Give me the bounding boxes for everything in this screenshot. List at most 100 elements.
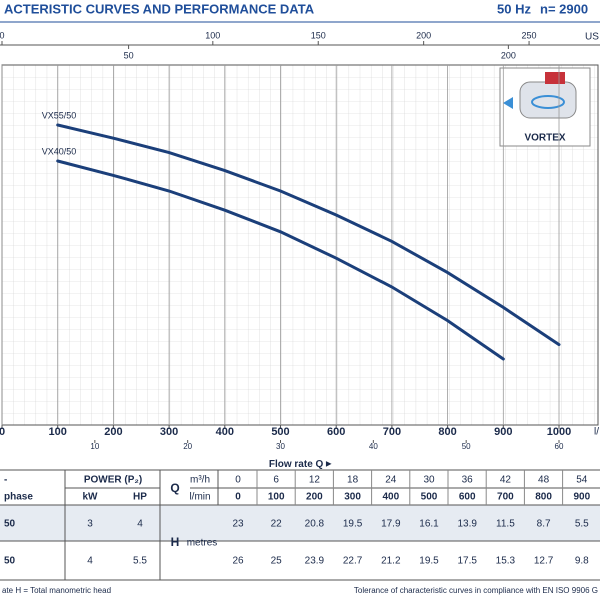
curve [56, 123, 561, 347]
icon-label: VORTEX [524, 133, 565, 144]
frequency: 50 Hz [497, 1, 531, 16]
x2-tick-label: 60 [555, 442, 564, 451]
model: 50 [4, 519, 16, 530]
top-tick-label: 150 [311, 30, 326, 40]
q-m3h: 6 [273, 475, 279, 486]
top-tick-label: 0 [0, 30, 5, 40]
q-lmin: 800 [535, 492, 552, 503]
hp-label: HP [133, 492, 147, 503]
x-tick-label: 0 [0, 426, 5, 438]
x-tick-label: 400 [216, 426, 234, 438]
icon-impeller [545, 72, 565, 84]
top-tick-label: 250 [522, 30, 537, 40]
q-lmin: 700 [497, 492, 514, 503]
top-tick-label: 200 [501, 50, 516, 60]
table: - phase POWER (P₂) kW HP Q m³/h l/min H … [0, 469, 600, 595]
footer-left: ate H = Total manometric head [2, 586, 111, 595]
q-m3h: 18 [347, 475, 359, 486]
x-tick-label: 1000 [547, 426, 571, 438]
top-tick-label: 50 [124, 50, 134, 60]
hp: 4 [137, 519, 143, 530]
q-lmin: 300 [344, 492, 361, 503]
head: 15.3 [496, 556, 516, 567]
head: 17.5 [457, 556, 477, 567]
q-m3h: 42 [500, 475, 512, 486]
x2-tick-label: 20 [183, 442, 192, 451]
x-tick-label: 600 [327, 426, 345, 438]
top-tick-label: 100 [205, 30, 220, 40]
q-m3h: 54 [576, 475, 588, 486]
q-label: Q [170, 481, 179, 495]
x-tick-label: 300 [160, 426, 178, 438]
h-label: H [171, 535, 180, 549]
top-tick-label: 200 [416, 30, 431, 40]
head: 5.5 [575, 519, 589, 530]
plot-area [1, 64, 599, 426]
x-tick-label: 100 [49, 426, 67, 438]
h-unit: metres [187, 538, 218, 549]
head: 26 [232, 556, 244, 567]
x-axis-title-text: Flow rate Q [269, 459, 324, 470]
model: 50 [4, 556, 16, 567]
head: 21.2 [381, 556, 401, 567]
q-m3h: 36 [462, 475, 474, 486]
kw-label: kW [83, 492, 99, 503]
x-tick-label: 900 [494, 426, 512, 438]
kw: 4 [87, 556, 93, 567]
top-axis-unit: US g [585, 32, 600, 43]
q-lmin: 200 [306, 492, 323, 503]
head: 13.9 [457, 519, 477, 530]
icon-arrow [503, 97, 513, 109]
table-corner: - [4, 475, 7, 486]
head: 19.5 [419, 556, 439, 567]
head: 20.8 [305, 519, 325, 530]
head: 11.5 [496, 519, 515, 530]
icon-body [519, 81, 577, 119]
head: 23 [232, 519, 244, 530]
head: 22.7 [343, 556, 363, 567]
power-label: POWER (P₂) [84, 475, 142, 486]
head: 9.8 [575, 556, 589, 567]
x-axis-unit: l/ [594, 427, 599, 438]
x-axis-title: Flow rate Q ▸ [269, 459, 332, 470]
head: 8.7 [537, 519, 551, 530]
x-tick-label: 700 [383, 426, 401, 438]
x-tick-label: 500 [271, 426, 289, 438]
q-lmin: 100 [268, 492, 285, 503]
q-m3h: 24 [385, 475, 397, 486]
head: 17.9 [381, 519, 401, 530]
q-lmin: 500 [421, 492, 438, 503]
q-lmin: 600 [459, 492, 476, 503]
head: 23.9 [305, 556, 325, 567]
speed: n= 2900 [540, 1, 588, 16]
q-unit: m³/h [190, 475, 210, 486]
x-tick-label: 200 [104, 426, 122, 438]
chart-title: ACTERISTIC CURVES AND PERFORMANCE DATA [4, 1, 315, 16]
q-lmin: 900 [573, 492, 590, 503]
x2-tick-label: 40 [369, 442, 378, 451]
hp: 5.5 [133, 556, 147, 567]
head: 25 [271, 556, 283, 567]
q-unit: l/min [189, 492, 210, 503]
x2-tick-label: 30 [276, 442, 285, 451]
curve-label: VX40/50 [42, 146, 77, 156]
x2-tick-label: 50 [462, 442, 471, 451]
q-lmin: 0 [235, 492, 241, 503]
q-m3h: 48 [538, 475, 550, 486]
vortex-icon: VORTEX [499, 67, 591, 147]
x-tick-label: 800 [438, 426, 456, 438]
footer-right: Tolerance of characteristic curves in co… [354, 586, 598, 595]
q-m3h: 30 [423, 475, 435, 486]
q-m3h: 0 [235, 475, 241, 486]
q-m3h: 12 [309, 475, 321, 486]
curve-label: VX55/50 [42, 110, 77, 120]
type-label: phase [4, 492, 33, 503]
head: 19.5 [343, 519, 363, 530]
row-band [0, 505, 600, 541]
head: 16.1 [419, 519, 439, 530]
x2-tick-label: 10 [90, 442, 99, 451]
icon-vortex [531, 95, 565, 109]
kw: 3 [87, 519, 93, 530]
